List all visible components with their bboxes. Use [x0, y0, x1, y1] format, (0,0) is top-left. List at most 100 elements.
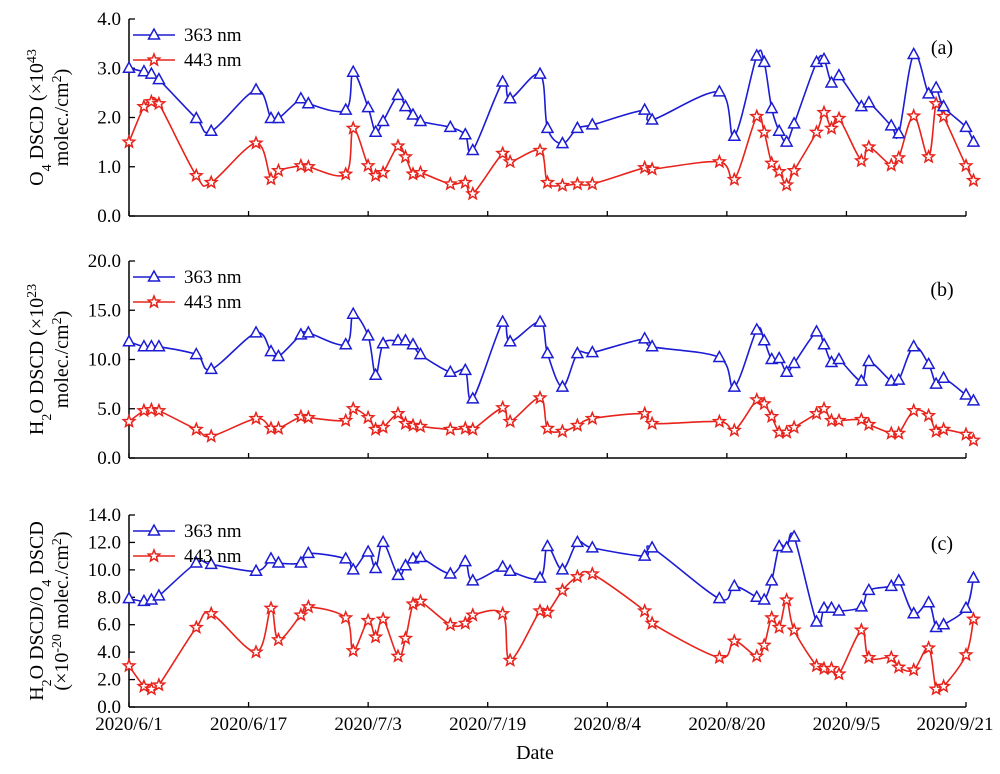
triangle-marker [137, 64, 151, 77]
triangle-marker [189, 110, 204, 124]
triangle-marker [555, 136, 570, 149]
star-marker [644, 615, 660, 630]
star-marker [891, 659, 907, 674]
star-marker [883, 649, 899, 665]
triangle-marker [757, 54, 771, 68]
star-marker [935, 108, 952, 124]
triangle-marker [458, 554, 473, 567]
triangle-marker [809, 614, 824, 627]
triangle-marker [503, 563, 517, 576]
star-marker [270, 631, 287, 647]
star-marker [457, 420, 473, 435]
star-marker [636, 159, 653, 175]
star-marker [367, 629, 384, 644]
star-marker [136, 678, 152, 694]
legend-marker [147, 523, 161, 536]
triangle-marker [727, 379, 742, 392]
triangle-marker [495, 314, 510, 327]
star-marker [539, 420, 556, 435]
star-marker [786, 622, 802, 637]
triangle-marker [921, 595, 936, 608]
triangle-marker [361, 328, 375, 341]
triangle-marker [540, 346, 555, 359]
star-marker [390, 405, 406, 421]
triangle-marker [637, 548, 652, 561]
star-marker [300, 598, 317, 614]
star-marker [861, 139, 877, 154]
y-tick-label: 8.0 [97, 587, 121, 608]
y-tick-label: 12.0 [88, 532, 121, 553]
star-marker [442, 421, 459, 437]
star-marker [375, 419, 391, 434]
triangle-marker [772, 123, 786, 137]
triangle-marker [921, 356, 936, 370]
triangle-marker [391, 87, 405, 101]
star-marker [338, 609, 354, 625]
star-marker [338, 166, 354, 181]
triangle-marker [204, 556, 218, 570]
triangle-marker [966, 570, 981, 583]
y-tick-label: 2.0 [97, 108, 121, 129]
triangle-marker [891, 573, 906, 586]
star-marker [584, 410, 600, 426]
y-tick-label: 3.0 [97, 58, 121, 79]
triangle-marker [832, 68, 846, 81]
triangle-marker [891, 372, 906, 385]
star-marker [465, 185, 481, 201]
triangle-marker [406, 107, 420, 120]
star-marker [786, 419, 802, 434]
triangle-marker [301, 325, 316, 338]
star-marker [203, 428, 219, 443]
triangle-marker [271, 348, 286, 362]
star-marker [390, 648, 406, 663]
star-marker [771, 163, 787, 179]
star-marker [412, 418, 429, 433]
x-tick-label: 2020/8/4 [574, 714, 642, 735]
triangle-marker [152, 339, 166, 352]
star-marker [375, 164, 391, 180]
legend-marker [147, 269, 161, 282]
star-marker [906, 402, 922, 418]
star-marker [405, 417, 421, 432]
triangle-marker [637, 331, 652, 344]
star-marker [831, 110, 847, 125]
triangle-marker [809, 324, 824, 337]
star-marker [532, 142, 548, 158]
triangle-marker [495, 559, 510, 572]
triangle-marker [772, 350, 786, 364]
star-marker [465, 421, 481, 437]
star-marker [636, 405, 653, 421]
star-marker [188, 619, 204, 634]
y-tick-label: 6.0 [97, 615, 121, 636]
star-marker [293, 408, 309, 424]
y-tick-label: 4.0 [97, 642, 121, 663]
triangle-marker [533, 570, 547, 583]
triangle-marker [570, 120, 585, 134]
triangle-marker [787, 355, 801, 369]
triangle-marker [249, 82, 263, 95]
triangle-marker [398, 99, 413, 112]
triangle-marker [585, 540, 600, 553]
star-marker [360, 157, 376, 173]
legend-label: 363 nm [184, 521, 242, 542]
y-tick-label: 1.0 [97, 157, 121, 178]
star-marker [465, 607, 481, 622]
triangle-marker [832, 603, 846, 616]
triangle-marker [749, 322, 764, 335]
triangle-marker [779, 134, 794, 147]
star-marker [300, 158, 317, 174]
triangle-marker [465, 391, 480, 404]
star-marker [270, 420, 287, 435]
triangle-marker [189, 347, 204, 360]
triangle-marker [443, 119, 458, 133]
star-marker [584, 175, 600, 191]
star-marker [495, 145, 511, 160]
star-marker [442, 616, 459, 632]
triangle-marker [204, 123, 218, 137]
star-marker [756, 637, 772, 652]
star-marker [726, 171, 742, 187]
triangle-marker [764, 573, 779, 586]
star-marker [338, 412, 354, 428]
triangle-marker [862, 582, 876, 596]
